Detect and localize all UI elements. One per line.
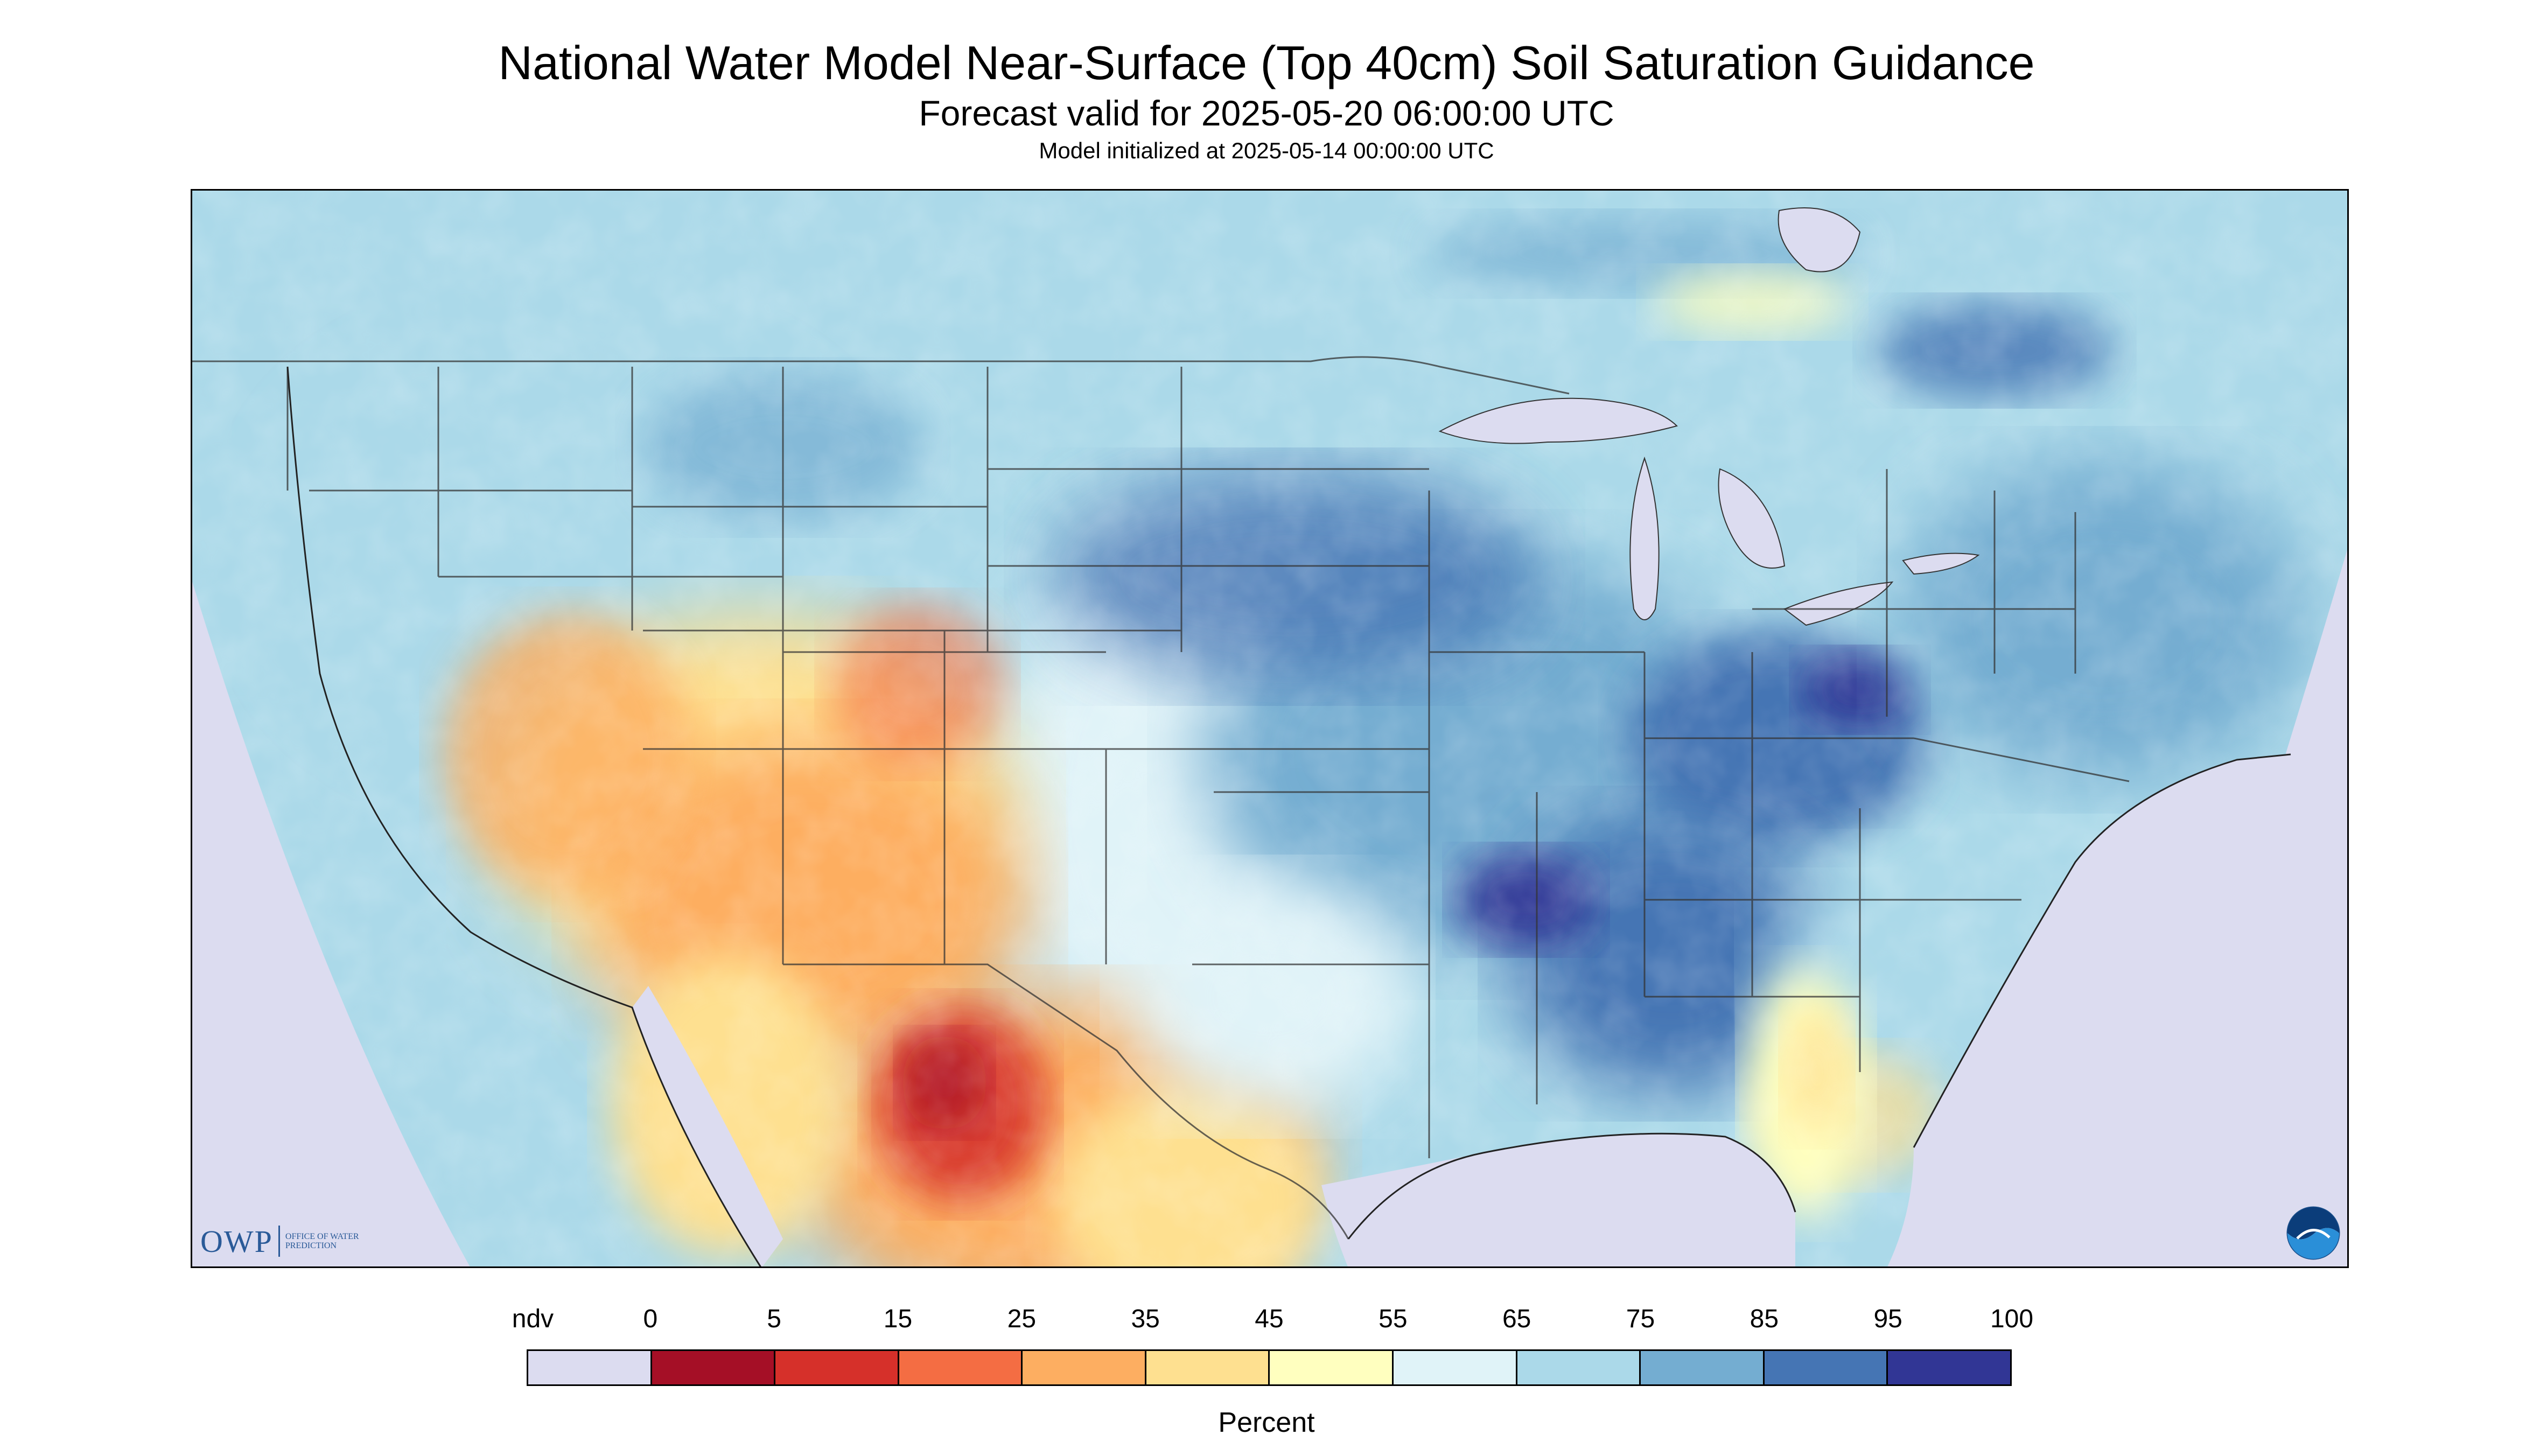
lake-huron <box>1718 468 1786 569</box>
ndv-mask-right <box>2118 544 2349 1268</box>
colorbar-swatch-7 <box>1394 1351 1517 1384</box>
legend-label: 75 <box>1626 1305 1655 1333</box>
forecast-valid-line: Forecast valid for 2025-05-20 06:00:00 U… <box>919 93 1614 133</box>
owp-logo-text: OFFICE OF WATER PREDICTION <box>285 1232 359 1250</box>
colorbar-swatch-2 <box>775 1351 899 1384</box>
legend-label: 15 <box>883 1305 913 1333</box>
colorbar-swatch-8 <box>1517 1351 1641 1384</box>
lake-erie <box>1783 581 1894 626</box>
map-frame <box>191 189 2349 1268</box>
owp-logo-mark: OWP <box>200 1223 273 1259</box>
legend-label: 95 <box>1873 1305 1902 1333</box>
colorbar-swatch-3 <box>899 1351 1023 1384</box>
owp-logo: OWP OFFICE OF WATER PREDICTION <box>200 1222 361 1260</box>
colorbar-swatch-9 <box>1641 1351 1765 1384</box>
legend-units: Percent <box>1218 1407 1315 1438</box>
legend-label: 65 <box>1502 1305 1531 1333</box>
lake-ontario <box>1902 552 1980 575</box>
legend-label: 5 <box>767 1305 782 1333</box>
colorbar-swatch-10 <box>1764 1351 1888 1384</box>
soil-saturation-map <box>191 189 2349 1268</box>
gulf-of-california <box>632 986 783 1268</box>
lake-superior <box>1438 397 1678 444</box>
model-init-line: Model initialized at 2025-05-14 00:00:00… <box>1039 138 1494 163</box>
legend-label: 85 <box>1750 1305 1779 1333</box>
state-boundaries <box>191 356 2130 1240</box>
noaa-seal <box>2286 1206 2340 1260</box>
legend-label: 0 <box>643 1305 658 1333</box>
colorbar-swatch-6 <box>1270 1351 1394 1384</box>
legend-label: 45 <box>1255 1305 1284 1333</box>
atlantic-ocean <box>1887 754 2291 1268</box>
colorbar <box>527 1349 2012 1386</box>
legend-label: 55 <box>1379 1305 1408 1333</box>
coastlines <box>286 366 2291 1268</box>
gulf-of-mexico <box>1321 1133 1795 1268</box>
colorbar-swatch-11 <box>1888 1351 2010 1384</box>
colorbar-swatch-4 <box>1023 1351 1146 1384</box>
colorbar-swatch-1 <box>652 1351 776 1384</box>
owp-logo-divider <box>278 1226 280 1257</box>
hudson-bay-lake <box>1778 207 1861 272</box>
legend-label: ndv <box>512 1305 554 1333</box>
legend-label: 35 <box>1131 1305 1160 1333</box>
legend-label: 25 <box>1007 1305 1037 1333</box>
legend-label: 100 <box>1990 1305 2034 1333</box>
lake-michigan <box>1629 456 1660 620</box>
colorbar-swatch-5 <box>1146 1351 1270 1384</box>
ndv-mask-left <box>191 577 471 1268</box>
colorbar-swatch-0 <box>528 1351 652 1384</box>
map-title: National Water Model Near-Surface (Top 4… <box>498 36 2035 89</box>
